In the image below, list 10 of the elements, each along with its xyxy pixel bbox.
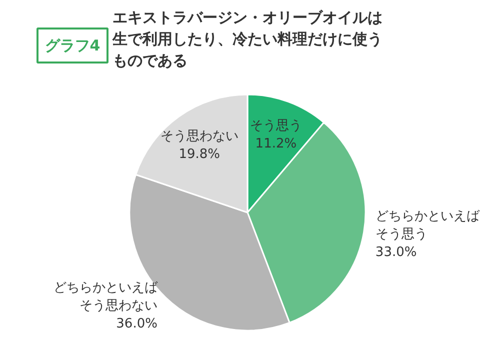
chart-title: エキストラバージン・オリーブオイルは生で利用したり、冷たい料理だけに使うものである: [112, 8, 382, 70]
slice-label: どちらかといえばそう思う: [375, 208, 480, 242]
text: グラフ4: [44, 36, 100, 54]
data-label: 19.8%: [178, 146, 220, 162]
data-label: 11.2%: [255, 136, 297, 152]
slice-label: そう思わない: [160, 128, 238, 144]
slice-label: そう思う: [250, 118, 302, 134]
data-label: 33.0%: [375, 244, 417, 260]
data-label: 36.0%: [116, 316, 158, 332]
slice-label: どちらかといえばそう思わない: [53, 280, 158, 314]
